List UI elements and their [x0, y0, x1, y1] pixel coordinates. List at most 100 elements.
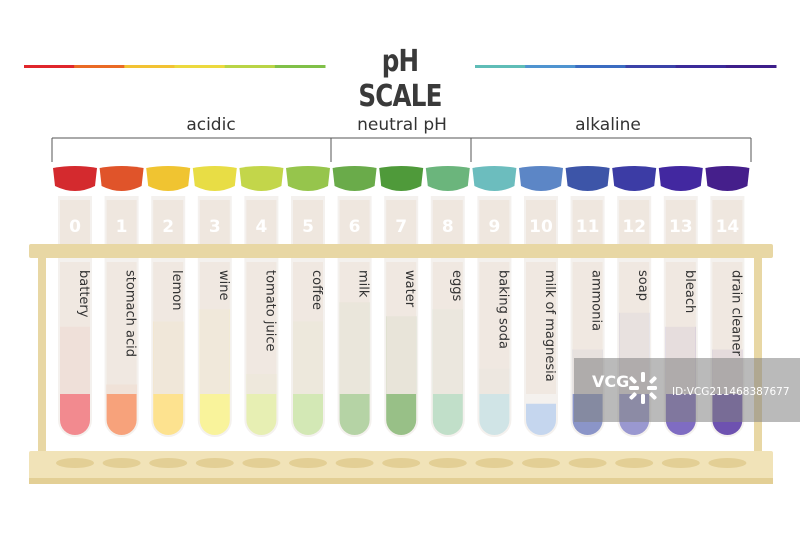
substance-label: milk of magnesia — [542, 270, 557, 382]
ph-number: 12 — [622, 217, 646, 237]
test-tube-6: 6 milk — [332, 166, 377, 437]
ph-number-area — [60, 200, 90, 250]
tube-cap — [379, 166, 424, 191]
rack-hole — [568, 458, 607, 468]
rack-back — [38, 256, 762, 456]
rainbow-segment — [525, 65, 576, 68]
watermark-logo: VCG — [592, 372, 630, 391]
rack-hole — [708, 458, 747, 468]
test-tube-8: 8 eggs — [425, 166, 470, 437]
ph-number: 0 — [69, 217, 81, 237]
substance-label: soap — [635, 270, 650, 301]
ph-number: 3 — [209, 217, 221, 237]
rack-holes — [56, 458, 747, 468]
tube-label-strip — [199, 262, 230, 394]
substance-label: lemon — [169, 270, 184, 310]
rainbow-segment — [24, 65, 75, 68]
rack-hole — [195, 458, 234, 468]
test-tube-2: 2 lemon — [146, 166, 191, 437]
rainbow-line-right — [475, 65, 777, 68]
ph-number-area — [665, 200, 696, 250]
rack-hole — [289, 458, 327, 468]
test-tube-9: 9 baking soda — [472, 166, 517, 437]
rack-hole — [102, 458, 141, 468]
test-tube-1: 1 stomach acid — [99, 166, 144, 437]
rainbow-segment — [174, 65, 226, 68]
tube-label-strip — [106, 262, 137, 394]
tube-label-strip — [60, 262, 90, 394]
tube-cap — [99, 166, 144, 191]
tube-cap — [565, 166, 610, 191]
ph-number-area — [246, 200, 277, 250]
tube-cap — [472, 166, 517, 191]
ph-number-area — [479, 200, 510, 250]
tube-cap — [146, 166, 191, 191]
watermark-mark-icon — [629, 372, 657, 404]
group-label-neutral: neutral pH — [357, 115, 447, 135]
ph-number-area — [386, 200, 417, 250]
tube-cap — [658, 166, 703, 191]
rainbow-segment — [274, 65, 326, 68]
ph-number-area — [526, 200, 556, 250]
substance-label: baking soda — [495, 270, 510, 349]
tube-label-strip — [386, 262, 417, 394]
ph-number: 11 — [576, 217, 600, 237]
rainbow-segment — [124, 65, 175, 68]
ph-number: 14 — [716, 217, 740, 237]
substance-label: water — [402, 270, 417, 308]
ph-number-area — [339, 200, 370, 250]
ph-number: 13 — [669, 217, 693, 237]
tube-cap — [332, 166, 377, 191]
ph-number-area — [199, 200, 230, 250]
rack-hole — [149, 458, 188, 468]
tube-cap — [286, 166, 330, 191]
tube-cap — [612, 166, 657, 191]
group-bracket — [51, 137, 752, 162]
rack-top-bar — [29, 244, 773, 258]
rack-hole — [661, 458, 700, 468]
tube-cap — [705, 166, 750, 191]
tube-cap — [239, 166, 284, 191]
tube-label-strip — [293, 262, 323, 394]
tube-liquid — [106, 384, 137, 435]
group-label-acidic: acidic — [186, 115, 236, 135]
substance-label: wine — [216, 270, 231, 300]
watermark: VCG ID:VCG211468387677 — [574, 358, 800, 422]
ph-number-area — [432, 200, 463, 250]
rack-hole — [428, 458, 467, 468]
tube-cap — [519, 166, 563, 191]
ph-number: 7 — [395, 217, 407, 237]
rack-hole — [242, 458, 281, 468]
test-tube-5: 5 coffee — [286, 166, 330, 437]
substance-label: drain cleaner — [728, 270, 743, 357]
rack-hole — [475, 458, 514, 468]
ph-number-area — [572, 200, 603, 250]
ph-number: 9 — [488, 217, 500, 237]
ph-number: 2 — [162, 217, 174, 237]
test-tube-4: 4 tomato juice — [239, 166, 284, 437]
ph-number: 5 — [302, 217, 314, 237]
ph-number: 8 — [442, 217, 454, 237]
ph-number-area — [293, 200, 323, 250]
rainbow-segment — [725, 65, 777, 68]
ph-number-area — [106, 200, 137, 250]
rainbow-segment — [575, 65, 626, 68]
tube-label-strip — [339, 262, 370, 394]
rainbow-segment — [675, 65, 727, 68]
test-tube-7: 7 water — [379, 166, 424, 437]
rainbow-segment — [224, 65, 276, 68]
tube-label-strip — [246, 262, 277, 394]
rack-hole — [335, 458, 374, 468]
test-tube-10: 10 milk of magnesia — [519, 166, 563, 437]
tube-label-strip — [432, 262, 463, 394]
ph-number: 6 — [349, 217, 361, 237]
rainbow-line-left — [24, 65, 326, 68]
rack-hole — [56, 458, 94, 468]
substance-label: stomach acid — [123, 270, 138, 357]
group-label-alkaline: alkaline — [575, 115, 641, 135]
rainbow-segment — [625, 65, 677, 68]
tube-liquid — [526, 403, 556, 435]
ph-number-area — [153, 200, 184, 250]
rack-hole — [382, 458, 421, 468]
